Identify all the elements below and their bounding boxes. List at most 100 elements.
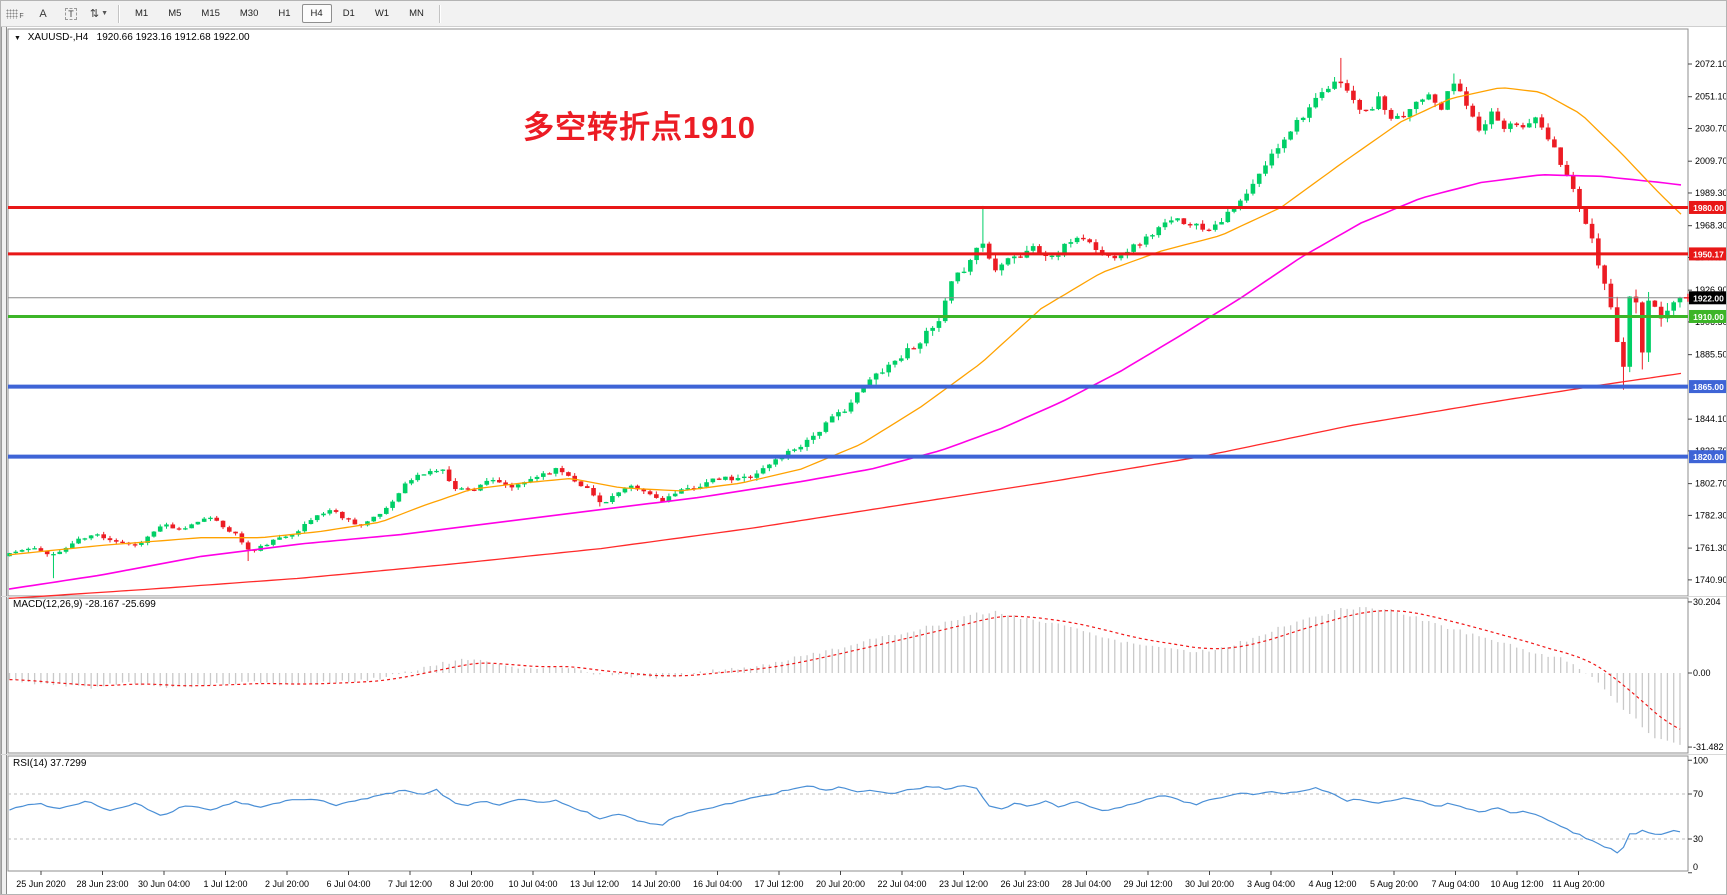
candles-layer [7, 57, 1683, 579]
time-axis-label: 8 Jul 20:00 [449, 879, 493, 889]
time-axis-label: 14 Jul 20:00 [631, 879, 680, 889]
time-axis-label: 26 Jul 23:00 [1000, 879, 1049, 889]
macd-tick-label: 0.00 [1693, 668, 1711, 678]
price-badge-1980.00 [1689, 200, 1726, 214]
price-tick-label: 2072.10 [1695, 59, 1727, 69]
rsi-line [9, 785, 1681, 854]
window-left-edge [1, 27, 7, 894]
price-badge-text: 1910.00 [1693, 312, 1724, 322]
time-axis-label: 28 Jul 04:00 [1062, 879, 1111, 889]
time-axis-label: 29 Jul 12:00 [1123, 879, 1172, 889]
timeframe-button-m5[interactable]: M5 [168, 8, 182, 19]
toolbar-separator [118, 4, 120, 23]
arrows-glyph: ⇅ [89, 8, 100, 20]
price-tick-label: 1885.50 [1695, 350, 1727, 360]
time-axis-label: 1 Jul 12:00 [203, 879, 247, 889]
grid-dots-tool-icon[interactable]: F [3, 3, 27, 25]
timeframe-button-m1[interactable]: M1 [135, 8, 149, 19]
price-badge-1910.00 [1689, 309, 1726, 323]
rsi-indicator-label: RSI(14) 37.7299 [13, 758, 87, 769]
chart-annotation-text: 多空转折点1910 [523, 110, 756, 145]
price-tick-label: 1926.90 [1695, 285, 1727, 295]
time-axis-label: 23 Jul 12:00 [939, 879, 988, 889]
timeframe-button-m15[interactable]: M15 [201, 8, 220, 19]
ohlc-values: 1920.66 1923.16 1912.68 1922.00 [96, 32, 250, 43]
timeframe-button-h4[interactable]: H4 [301, 4, 332, 23]
dots-glyph [6, 8, 19, 19]
macd-tick-label: 30.204 [1693, 597, 1721, 607]
time-axis-label: 30 Jul 20:00 [1185, 879, 1234, 889]
price-badge-text: 1820.00 [1693, 452, 1724, 462]
price-tick-label: 1761.30 [1695, 543, 1727, 553]
symbol-timeframe-label: XAUUSD-,H4 [27, 32, 89, 43]
timeframe-button-d1[interactable]: D1 [342, 8, 355, 19]
time-axis-label: 7 Jul 12:00 [388, 879, 432, 889]
price-badge-text: 1950.17 [1693, 249, 1724, 259]
time-axis-label: 30 Jun 04:00 [138, 879, 190, 889]
time-axis-label: 22 Jul 04:00 [877, 879, 926, 889]
time-axis-label: 13 Jul 12:00 [570, 879, 619, 889]
drawing-tools-group: F A T ⇅ ▼ [1, 1, 113, 26]
price-tick-label: 1844.10 [1695, 414, 1727, 424]
ma-mid-line [8, 173, 1682, 590]
rsi-axis: 100 70 30 0 [8, 755, 1708, 874]
text-label-tool-icon[interactable]: A [31, 3, 55, 25]
time-axis-label: 28 Jun 23:00 [76, 879, 128, 889]
price-badge-1950.17 [1689, 247, 1726, 261]
rsi-tick-label: 100 [1693, 755, 1708, 765]
time-axis: 25 Jun 2020 28 Jun 23:00 30 Jun 04:00 1 Jul… [16, 871, 1605, 889]
price-badge-1922.00 [1689, 291, 1726, 305]
time-axis-label: 10 Aug 12:00 [1490, 879, 1543, 889]
price-badge-text: 1865.00 [1693, 382, 1724, 392]
chart-header: ▼ XAUUSD-,H4 1920.66 1923.16 1912.68 192… [14, 32, 250, 43]
panel-borders [1, 28, 1726, 872]
timeframe-buttons-group: M1 M5 M15 M30 H1 H4 D1 W1 MN [125, 1, 434, 26]
price-tick-label: 1740.90 [1695, 575, 1727, 585]
ma-slow-line [8, 372, 1682, 600]
timeframe-button-w1[interactable]: W1 [374, 8, 390, 19]
ma-fast-line [8, 87, 1682, 556]
macd-tick-label: -31.482 [1693, 742, 1724, 752]
symbol-dropdown-icon[interactable]: ▼ [14, 35, 21, 42]
price-badge-1865.00 [1689, 380, 1726, 394]
price-tick-label: 1989.30 [1695, 188, 1727, 198]
price-badge-1820.00 [1689, 450, 1726, 464]
macd-axis: 30.204 0.00 -31.482 [1688, 597, 1724, 752]
price-badge-text: 1922.00 [1693, 293, 1724, 303]
timeframe-button-m30[interactable]: M30 [239, 8, 259, 19]
time-axis-label: 11 Aug 20:00 [1552, 879, 1604, 889]
timeframe-button-h1[interactable]: H1 [278, 8, 291, 19]
chevron-down-icon: ▼ [101, 10, 109, 17]
cycle-lines-tool-icon[interactable]: ⇅ ▼ [87, 3, 111, 25]
toolbar-separator-2 [438, 4, 441, 23]
rsi-tick-label: 30 [1693, 834, 1703, 844]
price-tick-label: 2051.10 [1695, 92, 1727, 102]
time-axis-label: 25 Jun 2020 [16, 879, 66, 889]
macd-histogram [8, 607, 1681, 745]
t-glyph: T [65, 7, 77, 20]
time-axis-label: 6 Jul 04:00 [326, 879, 370, 889]
price-tick-label: 2030.70 [1695, 123, 1727, 133]
time-axis-label: 17 Jul 12:00 [754, 879, 803, 889]
time-axis-label: 4 Aug 12:00 [1308, 879, 1356, 889]
rsi-tick-label: 70 [1693, 789, 1703, 799]
price-tick-label: 1802.70 [1695, 479, 1727, 489]
f-mark: F [19, 13, 24, 20]
timeframe-button-mn[interactable]: MN [409, 8, 424, 19]
price-level-lines[interactable] [8, 205, 1688, 459]
macd-indicator-label: MACD(12,26,9) -28.167 -25.699 [13, 599, 156, 610]
time-axis-label: 10 Jul 04:00 [508, 879, 557, 889]
time-axis-label: 2 Jul 20:00 [265, 879, 309, 889]
time-axis-label: 20 Jul 20:00 [816, 879, 865, 889]
price-tick-label: 1968.30 [1695, 221, 1727, 231]
time-axis-label: 16 Jul 04:00 [693, 879, 742, 889]
a-glyph: A [39, 7, 47, 20]
price-badge-text: 1980.00 [1693, 203, 1724, 213]
text-box-tool-icon[interactable]: T [59, 3, 83, 25]
price-tick-label: 2009.70 [1695, 156, 1727, 166]
time-axis-label: 3 Aug 04:00 [1247, 879, 1295, 889]
macd-signal-line [9, 610, 1681, 730]
time-axis-label: 7 Aug 04:00 [1431, 879, 1479, 889]
